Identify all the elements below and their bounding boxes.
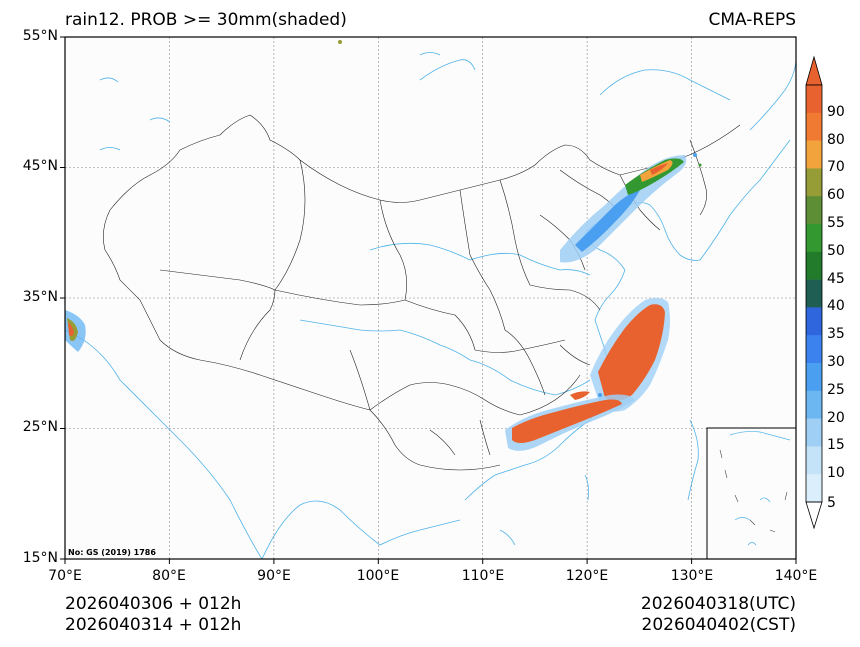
- lon-label-70: 70°E: [48, 568, 82, 584]
- lon-label-130: 130°E: [670, 568, 714, 584]
- colorbar-outline: [805, 84, 823, 503]
- inset-coastline: [729, 431, 791, 546]
- colorbar-tick-label: 10: [827, 465, 845, 482]
- colorbar-tick-label: 35: [827, 326, 845, 343]
- colorbar-tick-label: 15: [827, 437, 845, 454]
- probability-shading: [65, 40, 702, 451]
- colorbar-tick-label: 90: [827, 103, 845, 120]
- valid-time-cst: 2026040402(CST): [641, 615, 796, 635]
- colorbar-segment: [806, 196, 822, 225]
- colorbar-tick-label: 25: [827, 381, 845, 398]
- lat-label-55: 55°N: [22, 28, 58, 44]
- init-time-utc: 2026040306 + 012h: [65, 594, 242, 614]
- colorbar-tick-label: 45: [827, 270, 845, 287]
- colorbar-segment: [806, 140, 822, 169]
- init-time-cst: 2026040314 + 012h: [65, 615, 242, 635]
- colorbar: [805, 55, 823, 530]
- colorbar-segment: [806, 251, 822, 280]
- colorbar-tick-label: 80: [827, 131, 845, 148]
- colorbar-tick-label: 20: [827, 409, 845, 426]
- colorbar-tick-label: 55: [827, 215, 845, 231]
- colorbar-tick-label: 60: [827, 187, 845, 204]
- colorbar-tick-label: 70: [827, 159, 845, 176]
- south-china-sea-inset: [706, 427, 796, 559]
- colorbar-tick-label: 50: [827, 242, 845, 259]
- valid-time-utc: 2026040318(UTC): [640, 594, 796, 614]
- lon-label-90: 90°E: [257, 568, 291, 584]
- colorbar-tick-label: 30: [827, 354, 845, 370]
- lat-label-25: 25°N: [22, 419, 58, 435]
- colorbar-segment: [806, 85, 822, 114]
- colorbar-segment: [806, 168, 822, 197]
- colorbar-segment: [806, 390, 822, 419]
- colorbar-tick-label: 40: [827, 298, 845, 315]
- colorbar-segment: [806, 224, 822, 253]
- lon-label-120: 120°E: [565, 568, 609, 584]
- colorbar-segment: [806, 363, 822, 392]
- coastlines-rivers: [65, 52, 796, 559]
- lon-label-140: 140°E: [774, 568, 818, 584]
- inset-dashed-line: [719, 449, 788, 533]
- lon-label-80: 80°E: [152, 568, 186, 584]
- colorbar-segment: [806, 474, 822, 503]
- colorbar-segment: [806, 307, 822, 336]
- colorbar-tick-label: 5: [827, 495, 836, 511]
- colorbar-segment: [806, 446, 822, 475]
- colorbar-segment: [806, 279, 822, 308]
- lat-label-15: 15°N: [22, 550, 58, 566]
- colorbar-extend-min: [805, 501, 823, 530]
- colorbar-extend-max: [805, 55, 823, 86]
- lat-label-45: 45°N: [22, 158, 58, 174]
- map-review-number: No: GS (2019) 1786: [68, 548, 156, 557]
- lat-label-35: 35°N: [22, 289, 58, 305]
- map-title: rain12. PROB >= 30mm(shaded): [65, 10, 347, 30]
- colorbar-segment: [806, 335, 822, 364]
- lon-label-110: 110°E: [461, 568, 505, 584]
- axis-ticks: [60, 36, 797, 564]
- boundaries: [103, 114, 741, 471]
- model-name: CMA-REPS: [708, 10, 796, 30]
- colorbar-segment: [806, 112, 822, 141]
- lon-label-100: 100°E: [356, 568, 400, 584]
- colorbar-segment: [806, 418, 822, 447]
